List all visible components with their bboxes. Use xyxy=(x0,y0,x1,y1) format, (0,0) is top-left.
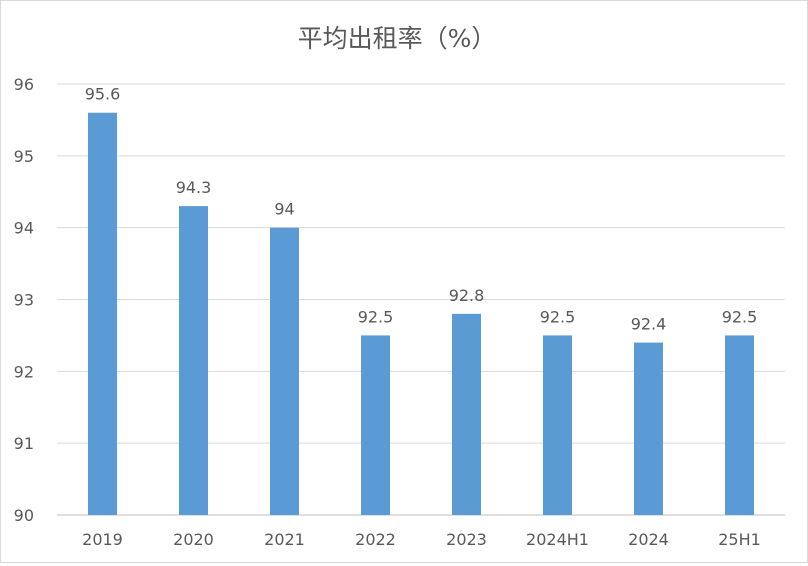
gridlines xyxy=(57,83,785,516)
y-axis: 90 91 92 93 94 95 96 xyxy=(14,75,34,525)
x-tick-label: 2022 xyxy=(355,530,396,549)
bar-2023 xyxy=(452,313,481,515)
y-tick-label: 90 xyxy=(14,506,34,525)
y-tick-label: 92 xyxy=(14,362,34,381)
y-tick-label: 91 xyxy=(14,434,34,453)
data-label: 92.5 xyxy=(540,307,576,326)
y-tick-label: 94 xyxy=(14,219,34,238)
y-tick-label: 93 xyxy=(14,291,34,310)
data-labels: 95.6 94.3 94 92.5 92.8 92.5 92.4 92.5 xyxy=(85,85,758,334)
x-tick-label: 25H1 xyxy=(718,530,761,549)
data-label: 92.8 xyxy=(449,286,485,305)
data-label: 95.6 xyxy=(85,85,121,104)
bars xyxy=(88,112,754,515)
x-axis: 2019 2020 2021 2022 2023 2024H1 2024 25H1 xyxy=(82,530,761,549)
bar-2019 xyxy=(88,112,117,515)
bar-2020 xyxy=(179,206,208,515)
data-label: 92.5 xyxy=(358,307,394,326)
x-tick-label: 2021 xyxy=(264,530,305,549)
bar-2024 xyxy=(634,342,663,515)
x-tick-label: 2023 xyxy=(446,530,487,549)
bar-2024H1 xyxy=(543,335,572,515)
data-label: 92.4 xyxy=(631,315,667,334)
chart-title: 平均出租率（%） xyxy=(298,24,497,53)
x-tick-label: 2024 xyxy=(628,530,669,549)
data-label: 94.3 xyxy=(176,178,212,197)
x-tick-label: 2024H1 xyxy=(526,530,589,549)
y-tick-label: 95 xyxy=(14,147,34,166)
data-label: 92.5 xyxy=(722,307,758,326)
bar-2021 xyxy=(270,227,299,515)
x-tick-label: 2020 xyxy=(173,530,214,549)
bar-2022 xyxy=(361,335,390,515)
y-tick-label: 96 xyxy=(14,75,34,94)
data-label: 94 xyxy=(274,200,294,219)
bar-25H1 xyxy=(725,335,754,515)
x-tick-label: 2019 xyxy=(82,530,123,549)
